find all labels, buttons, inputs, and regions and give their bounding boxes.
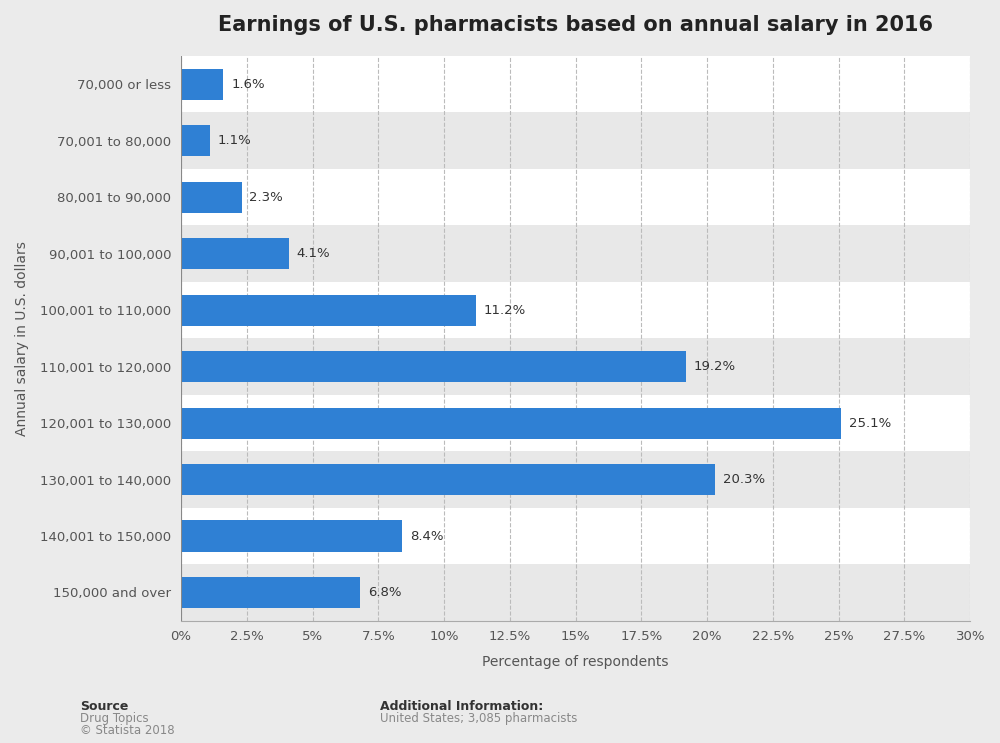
Bar [181,564,970,620]
Bar [181,351,686,382]
Text: 19.2%: 19.2% [694,360,736,373]
X-axis label: Percentage of respondents: Percentage of respondents [482,655,669,669]
Text: 20.3%: 20.3% [723,473,765,486]
Text: 11.2%: 11.2% [484,304,526,317]
Bar [181,395,970,451]
Text: 2.3%: 2.3% [249,191,283,204]
Bar [181,56,970,112]
Bar [181,125,210,156]
Text: 1.6%: 1.6% [231,78,265,91]
Text: United States; 3,085 pharmacists: United States; 3,085 pharmacists [380,713,577,725]
Bar [181,521,402,551]
Bar [181,169,970,225]
Bar [181,294,476,325]
Bar [181,464,715,495]
Text: 1.1%: 1.1% [218,134,252,147]
Bar [181,408,841,438]
Text: © Statista 2018: © Statista 2018 [80,724,175,737]
Bar [181,238,289,269]
Y-axis label: Annual salary in U.S. dollars: Annual salary in U.S. dollars [15,241,29,436]
Text: Drug Topics: Drug Topics [80,713,149,725]
Text: 8.4%: 8.4% [410,530,443,542]
Bar [181,112,970,169]
Bar [181,338,970,395]
Title: Earnings of U.S. pharmacists based on annual salary in 2016: Earnings of U.S. pharmacists based on an… [218,15,933,35]
Text: Additional Information:: Additional Information: [380,700,543,713]
Bar [181,451,970,507]
Bar [181,577,360,608]
Text: 4.1%: 4.1% [297,247,330,260]
Bar [181,282,970,338]
Bar [181,181,242,212]
Text: Source: Source [80,700,128,713]
Bar [181,68,223,100]
Bar [181,225,970,282]
Text: 6.8%: 6.8% [368,586,401,599]
Bar [181,507,970,564]
Text: 25.1%: 25.1% [849,417,891,429]
